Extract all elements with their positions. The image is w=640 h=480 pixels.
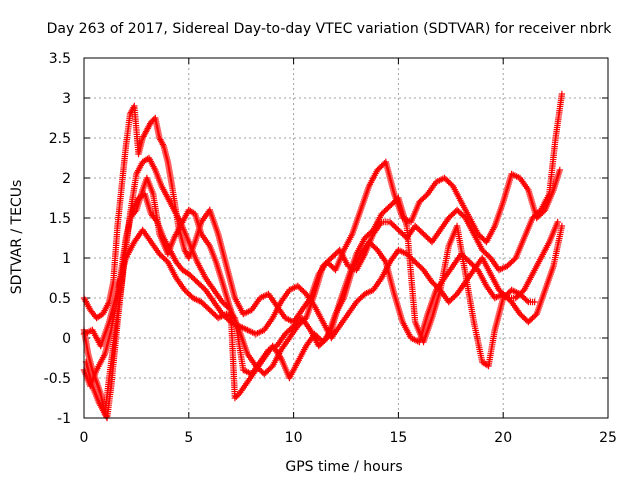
y-axis-label: SDTVAR / TECUs [9,180,25,295]
data-point [531,298,538,306]
y-tick-label: 0.5 [49,291,71,307]
data-point-interp [103,413,110,420]
series-C [80,190,561,390]
y-tick-label: 1.5 [49,211,71,227]
x-tick-label: 5 [184,430,193,446]
x-tick-label: 15 [389,430,407,446]
y-tick-label: -0.5 [44,371,71,387]
y-tick-label: 2 [62,171,71,187]
y-tick-label: 3.5 [49,51,71,67]
y-tick-label: 1 [62,251,71,267]
x-tick-label: 20 [494,430,512,446]
y-tick-label: 2.5 [49,131,71,147]
data-point [556,166,563,174]
y-tick-label: 3 [62,91,71,107]
x-tick-label: 10 [285,430,303,446]
data-point-interp [511,256,518,263]
data-point-interp [532,312,539,319]
data-point-interp [226,305,233,312]
series-E [82,154,538,422]
data-point [558,222,566,230]
chart-title: Day 263 of 2017, Sidereal Day-to-day VTE… [47,21,613,37]
data-point-interp [523,297,531,304]
y-tick-label: 0 [62,331,71,347]
series-D [80,222,566,378]
x-tick-label: 25 [599,430,617,446]
plot-frame [83,57,609,419]
y-tick-labels: -1 -0.5 0 0.5 1 1.5 2 2.5 3 3.5 [44,51,71,427]
x-axis-label: GPS time / hours [285,459,402,475]
data-markers [80,90,566,422]
series-B [80,90,566,418]
y-tick-label: -1 [57,411,71,427]
x-tick-labels: 0 5 10 15 20 25 [80,430,617,446]
data-point [558,90,566,98]
x-tick-label: 0 [80,430,89,446]
data-point [554,218,561,226]
